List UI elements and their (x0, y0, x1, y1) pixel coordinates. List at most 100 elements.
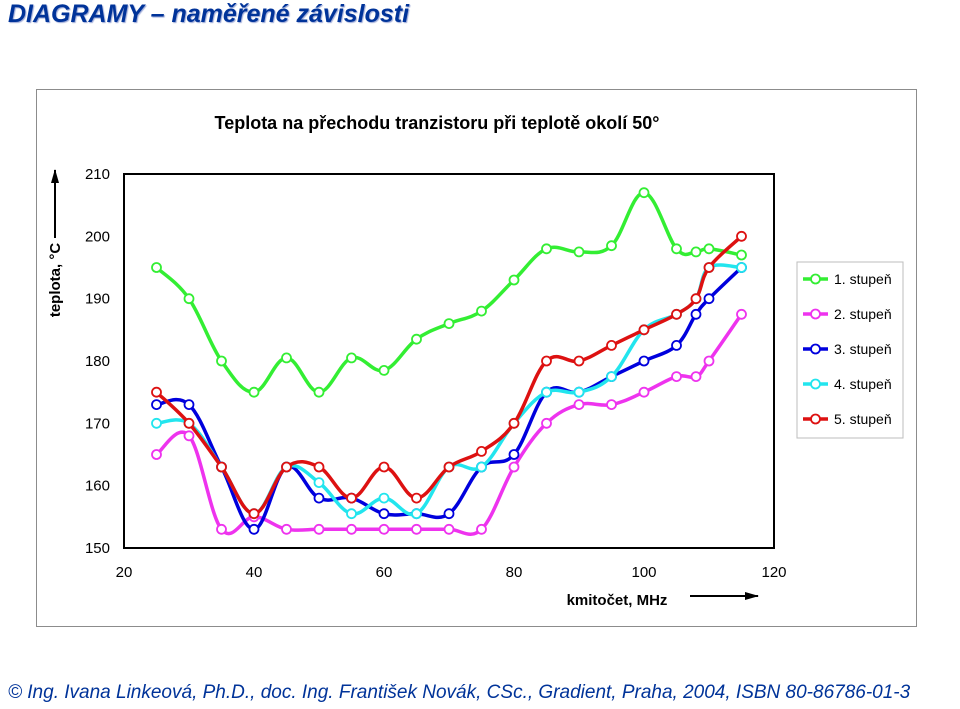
data-point (638, 324, 650, 336)
y-tick-label: 190 (85, 291, 110, 308)
page-title: DIAGRAMY – naměřené závislosti (8, 0, 410, 28)
data-point (216, 355, 227, 367)
data-point (281, 352, 292, 364)
data-point (476, 445, 487, 457)
data-point (638, 187, 650, 199)
legend-marker (810, 308, 821, 320)
x-tick-label: 80 (506, 564, 523, 581)
data-point (573, 355, 585, 367)
data-point (736, 262, 747, 273)
data-point (216, 523, 227, 535)
data-point (573, 246, 585, 258)
series-1 (151, 187, 747, 398)
data-point (378, 461, 390, 473)
data-point (346, 352, 357, 364)
data-point (313, 386, 325, 398)
data-point (183, 430, 195, 442)
legend-label: 2. stupeň (834, 306, 892, 322)
data-point (411, 333, 422, 345)
data-point (541, 386, 552, 398)
data-point (690, 246, 702, 258)
x-tick-label: 20 (116, 564, 133, 581)
data-point (378, 508, 390, 520)
data-point (411, 492, 422, 504)
legend-label: 3. stupeň (834, 341, 892, 357)
data-point (690, 371, 702, 383)
data-point (443, 318, 455, 330)
x-tick-label: 60 (376, 564, 393, 581)
legend-marker (810, 378, 821, 390)
data-point (690, 293, 702, 305)
data-point (476, 523, 487, 535)
data-point (411, 508, 422, 520)
data-point (508, 449, 520, 460)
data-point (183, 293, 195, 305)
data-point (690, 308, 702, 320)
data-point (573, 399, 585, 411)
data-point (508, 417, 520, 429)
series-3 (151, 262, 747, 535)
data-point (313, 477, 325, 489)
data-point (671, 243, 682, 255)
copyright-footer: © Ing. Ivana Linkeová, Ph.D., doc. Ing. … (8, 682, 911, 703)
data-point (638, 386, 650, 398)
legend-label: 1. stupeň (834, 271, 892, 287)
x-tick-label: 120 (761, 564, 786, 581)
y-axis-label: teplota, °C (47, 243, 64, 318)
data-point (606, 339, 617, 351)
data-point (703, 243, 715, 255)
plot-area (123, 173, 775, 549)
data-point (606, 399, 617, 411)
y-tick-label: 160 (85, 478, 110, 495)
data-point (313, 492, 325, 504)
data-point (151, 386, 162, 398)
data-point (346, 508, 357, 520)
data-point (703, 293, 715, 305)
y-axis-ticks: 150 160 170 180 190 200 210 (85, 166, 110, 557)
legend-item: 2. stupeň (803, 306, 892, 322)
data-point (541, 243, 552, 255)
data-point (671, 308, 682, 320)
data-point (736, 230, 747, 242)
data-point (476, 305, 487, 317)
x-tick-label: 40 (246, 564, 263, 581)
legend-item: 3. stupeň (803, 341, 892, 357)
data-point (541, 355, 552, 367)
y-tick-label: 210 (85, 166, 110, 183)
series-5 (151, 230, 747, 520)
data-point (703, 262, 715, 273)
data-point (281, 461, 292, 473)
data-point (508, 461, 520, 473)
data-point (346, 523, 357, 535)
data-point (671, 371, 682, 383)
y-tick-label: 150 (85, 540, 110, 557)
data-point (638, 355, 650, 367)
data-point (508, 274, 520, 286)
data-point (443, 508, 455, 520)
data-point (216, 461, 227, 473)
legend-label: 5. stupeň (834, 411, 892, 427)
data-point (573, 386, 585, 398)
data-point (248, 523, 260, 535)
data-point (736, 249, 747, 261)
legend-marker (810, 273, 821, 285)
data-point (151, 449, 162, 460)
data-point (606, 240, 617, 252)
data-point (671, 339, 682, 351)
data-point (346, 492, 357, 504)
chart-title: Teplota na přechodu tranzistoru při tepl… (215, 113, 660, 133)
legend-label: 4. stupeň (834, 376, 892, 392)
data-point (703, 355, 715, 367)
data-point (151, 417, 162, 429)
chart-frame (36, 89, 917, 627)
y-tick-label: 180 (85, 353, 110, 370)
data-point (183, 417, 195, 429)
data-point (411, 523, 422, 535)
data-point (378, 492, 390, 504)
data-point (378, 523, 390, 535)
legend-marker (810, 413, 821, 425)
data-point (476, 461, 487, 473)
data-point (313, 523, 325, 535)
legend-marker (810, 343, 821, 355)
